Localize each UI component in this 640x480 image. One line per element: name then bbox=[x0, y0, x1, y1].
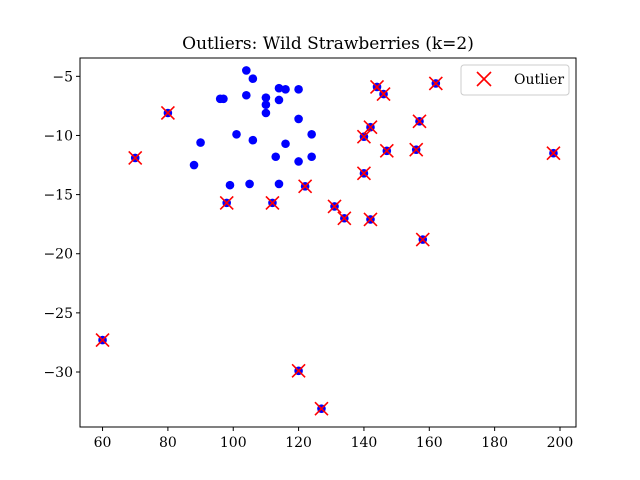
x-tick-label: 140 bbox=[351, 435, 378, 451]
outlier-marker-stroke bbox=[327, 199, 342, 214]
outlier-marker bbox=[265, 195, 280, 210]
outlier-marker-stroke bbox=[356, 129, 372, 144]
x-tick-label: 180 bbox=[481, 435, 508, 451]
outlier-marker-stroke bbox=[379, 143, 394, 158]
outlier-marker-stroke bbox=[356, 166, 372, 181]
y-tick-label: −30 bbox=[43, 365, 73, 381]
outlier-marker-stroke bbox=[219, 195, 234, 210]
outlier-marker bbox=[291, 363, 306, 378]
data-point bbox=[261, 108, 271, 118]
outlier-marker-stroke bbox=[376, 87, 391, 102]
outlier-marker bbox=[363, 120, 378, 135]
data-point bbox=[225, 180, 235, 190]
data-point bbox=[248, 74, 258, 83]
outlier-marker-stroke bbox=[265, 195, 280, 210]
outlier-marker bbox=[546, 146, 561, 161]
data-point bbox=[281, 85, 290, 94]
y-tick-label: −25 bbox=[43, 306, 73, 322]
y-tick-label: −10 bbox=[43, 128, 73, 144]
outlier-marker bbox=[412, 114, 427, 129]
data-point bbox=[294, 85, 303, 94]
data-point bbox=[307, 152, 316, 162]
legend: Outlier bbox=[460, 64, 570, 96]
outlier-marker bbox=[95, 333, 110, 348]
outlier-marker bbox=[356, 166, 372, 181]
data-point bbox=[274, 83, 284, 93]
outlier-marker-stroke bbox=[363, 120, 378, 135]
data-point bbox=[245, 179, 254, 189]
outlier-marker bbox=[379, 143, 394, 158]
x-tick-label: 200 bbox=[547, 435, 574, 451]
outlier-marker bbox=[160, 105, 175, 121]
outlier-marker bbox=[298, 179, 313, 194]
data-point bbox=[189, 160, 199, 170]
data-point bbox=[242, 90, 251, 100]
outlier-marker bbox=[337, 211, 352, 226]
data-point bbox=[274, 179, 284, 189]
outlier-marker bbox=[327, 199, 342, 214]
outlier-marker-stroke bbox=[128, 150, 143, 166]
data-point bbox=[261, 93, 271, 102]
chart-title: Outliers: Wild Strawberries (k=2) bbox=[182, 34, 474, 54]
y-tick-label: −20 bbox=[43, 247, 73, 263]
data-point bbox=[307, 129, 316, 139]
data-point bbox=[219, 94, 228, 104]
outlier-marker bbox=[314, 401, 329, 416]
outlier-marker-stroke bbox=[415, 232, 430, 247]
outlier-marker-stroke bbox=[546, 146, 561, 161]
legend-box bbox=[460, 64, 570, 96]
data-point bbox=[242, 66, 251, 75]
x-tick-label: 160 bbox=[416, 435, 443, 451]
legend-label: Outlier bbox=[514, 72, 564, 88]
outlier-marker bbox=[219, 195, 234, 210]
outlier-marker bbox=[415, 232, 430, 247]
outlier-marker-stroke bbox=[291, 363, 306, 378]
legend-outlier-icon bbox=[476, 71, 492, 87]
x-tick-label: 100 bbox=[220, 435, 247, 451]
outlier-marker bbox=[428, 76, 443, 91]
y-tick-label: −15 bbox=[43, 188, 73, 204]
outlier-marker-stroke bbox=[160, 105, 175, 121]
x-tick-label: 80 bbox=[159, 435, 177, 451]
outlier-marker bbox=[363, 212, 378, 227]
x-tick-label: 120 bbox=[285, 435, 312, 451]
data-point bbox=[294, 114, 303, 124]
x-tick-label: 60 bbox=[94, 435, 112, 451]
data-point bbox=[248, 135, 258, 145]
outlier-marker-stroke bbox=[412, 114, 427, 129]
plot-area bbox=[95, 66, 561, 416]
outlier-marker-stroke bbox=[95, 333, 110, 348]
outlier-marker-stroke bbox=[298, 179, 313, 194]
data-point bbox=[196, 138, 205, 147]
data-point bbox=[261, 100, 271, 110]
data-point bbox=[294, 157, 303, 166]
outlier-marker-stroke bbox=[363, 212, 378, 227]
outlier-marker bbox=[356, 129, 372, 144]
y-tick-label: −5 bbox=[52, 69, 73, 85]
outlier-marker-stroke bbox=[369, 79, 385, 95]
outlier-marker-stroke bbox=[337, 211, 352, 226]
outlier-marker bbox=[409, 142, 424, 157]
data-point bbox=[274, 95, 284, 105]
data-point bbox=[281, 139, 290, 149]
data-point bbox=[232, 129, 241, 139]
axes-frame bbox=[79, 57, 577, 428]
data-point bbox=[271, 152, 281, 162]
outlier-marker bbox=[128, 150, 143, 166]
outlier-marker-stroke bbox=[428, 76, 443, 91]
outlier-marker bbox=[376, 87, 391, 102]
outlier-marker-stroke bbox=[314, 401, 329, 416]
outlier-marker-stroke bbox=[409, 142, 424, 157]
